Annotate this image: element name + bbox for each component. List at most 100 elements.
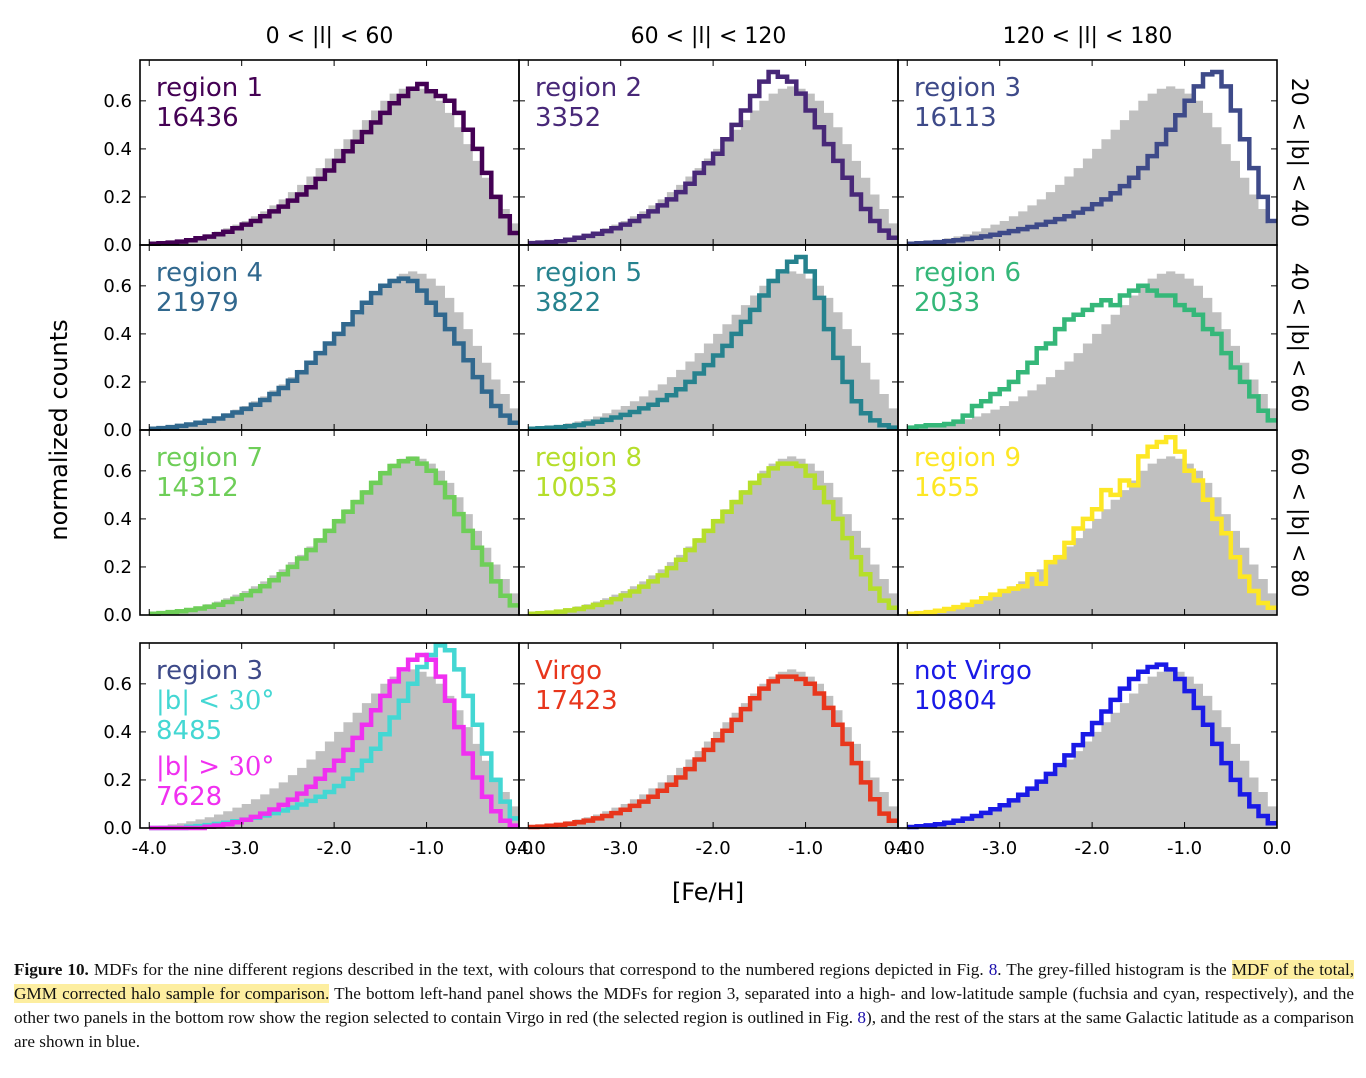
total-halo-histogram [528,271,898,430]
region-count-label: 17423 [535,686,618,716]
total-halo-histogram [528,456,898,615]
subsample-label-part: |b| < [156,686,228,716]
x-tick-label: 0.0 [1263,838,1292,859]
region-step-histogram [528,461,898,617]
region-step-histogram [149,456,519,617]
y-tick-label: 0.2 [103,372,132,393]
total-halo-histogram [528,86,898,246]
row-title: 60 < |b| < 80 [1286,448,1311,598]
region-name-label: Virgo [535,656,602,686]
region-step-histogram [149,81,519,247]
region-count-label: 1655 [914,473,980,503]
figure-caption: Figure 10. MDFs for the nine different r… [14,958,1355,1054]
region-step-histogram [149,276,519,432]
caption-text-1: MDFs for the nine different regions desc… [93,960,984,979]
total-halo-histogram [907,669,1277,828]
x-tick-label: -3.0 [603,838,638,859]
y-tick-label: 0.2 [103,557,132,578]
panel-frame [897,429,1278,616]
column-title: 60 < |l| < 120 [631,24,787,49]
subsample-count-label: 7628 [156,782,222,812]
column-title: 0 < |l| < 60 [266,24,394,49]
region-step-histogram [907,283,1277,430]
y-tick-label: 0.0 [103,818,132,839]
x-tick-label: 0.0 [505,838,534,859]
region-step-histogram [528,69,898,246]
region-name-label: region 8 [535,443,642,473]
subsample-label-part: 30° [228,752,274,782]
total-halo-histogram [149,456,519,615]
region-step-histogram [528,674,898,830]
y-tick-label: 0.0 [103,235,132,256]
region-count-label: 14312 [156,473,239,503]
column-title: 120 < |l| < 180 [1003,24,1173,49]
subsample-label-part: |b| > [156,752,228,782]
y-tick-label: 0.0 [103,420,132,441]
y-tick-label: 0.4 [103,139,132,160]
mdf-histogram-grid: 0 < |l| < 60 60 < |l| < 120 120 < |l| < 18… [45,24,1311,906]
y-tick-label: 0.4 [103,509,132,530]
x-tick-label: -3.0 [224,838,259,859]
total-halo-histogram [149,669,519,828]
y-tick-label: 0.6 [103,91,132,112]
region-count-label: 3352 [535,103,601,133]
x-tick-label: -4.0 [511,838,546,859]
region-count-label: 2033 [914,288,980,318]
y-tick-label: 0.4 [103,722,132,743]
region-count-label: 10053 [535,473,618,503]
region-name-label: region 6 [914,258,1021,288]
y-tick-label: 0.6 [103,461,132,482]
caption-figure-label: Figure 10. [14,960,89,979]
region-name-label: region 3 [156,656,263,686]
total-halo-histogram [907,456,1277,615]
region-count-label: 16113 [914,103,997,133]
panel-frame [897,642,1278,829]
y-tick-label: 0.2 [103,770,132,791]
x-tick-label: -1.0 [409,838,444,859]
region-name-label: not Virgo [914,656,1032,686]
x-tick-label: -4.0 [132,838,167,859]
region-count-label: 3822 [535,288,601,318]
region-name-label: region 9 [914,443,1021,473]
y-tick-label: 0.4 [103,324,132,345]
region-step-histogram [528,254,898,432]
x-tick-label: -1.0 [1167,838,1202,859]
region-name-label: region 5 [535,258,642,288]
x-tick-label: -2.0 [696,838,731,859]
row-title: 20 < |b| < 40 [1286,78,1311,228]
total-halo-histogram [907,86,1277,246]
y-tick-label: 0.6 [103,674,132,695]
region-step-histogram [149,652,519,831]
x-tick-label: -3.0 [982,838,1017,859]
subsample-label-part: 30° [228,686,274,716]
region-name-label: region 2 [535,73,642,103]
region-count-label: 21979 [156,288,239,318]
caption-text-2: . The grey-filled histogram is the [997,960,1227,979]
y-tick-label: 0.6 [103,276,132,297]
caption-text-3: The bottom left-hand panel shows the MDF… [14,984,1354,1027]
x-tick-label: 0.0 [884,838,913,859]
y-axis-label: normalized counts [45,319,73,540]
caption-fig-ref-2[interactable]: 8 [857,1008,867,1027]
x-tick-label: -2.0 [1075,838,1110,859]
region-step-histogram [907,69,1277,247]
x-tick-label: -2.0 [317,838,352,859]
region-count-label: 10804 [914,686,997,716]
x-axis-label: [Fe/H] [672,878,744,906]
caption-text-4: ), and the rest of the stars at the same… [14,1008,1354,1051]
y-tick-label: 0.2 [103,187,132,208]
region-step-histogram [907,434,1277,617]
region-name-label: region 7 [156,443,263,473]
region-name-label: region 4 [156,258,263,288]
y-tick-label: 0.0 [103,605,132,626]
row-title: 40 < |b| < 60 [1286,263,1311,413]
region-name-label: region 1 [156,73,263,103]
subsample-count-label: 8485 [156,716,222,746]
region-step-histogram [907,662,1277,830]
x-tick-label: -4.0 [890,838,925,859]
region-count-label: 16436 [156,103,239,133]
subsample-label: |b| < 30° [156,686,274,716]
total-halo-histogram [149,271,519,430]
region-name-label: region 3 [914,73,1021,103]
caption-fig-ref-1[interactable]: 8 [988,960,998,979]
